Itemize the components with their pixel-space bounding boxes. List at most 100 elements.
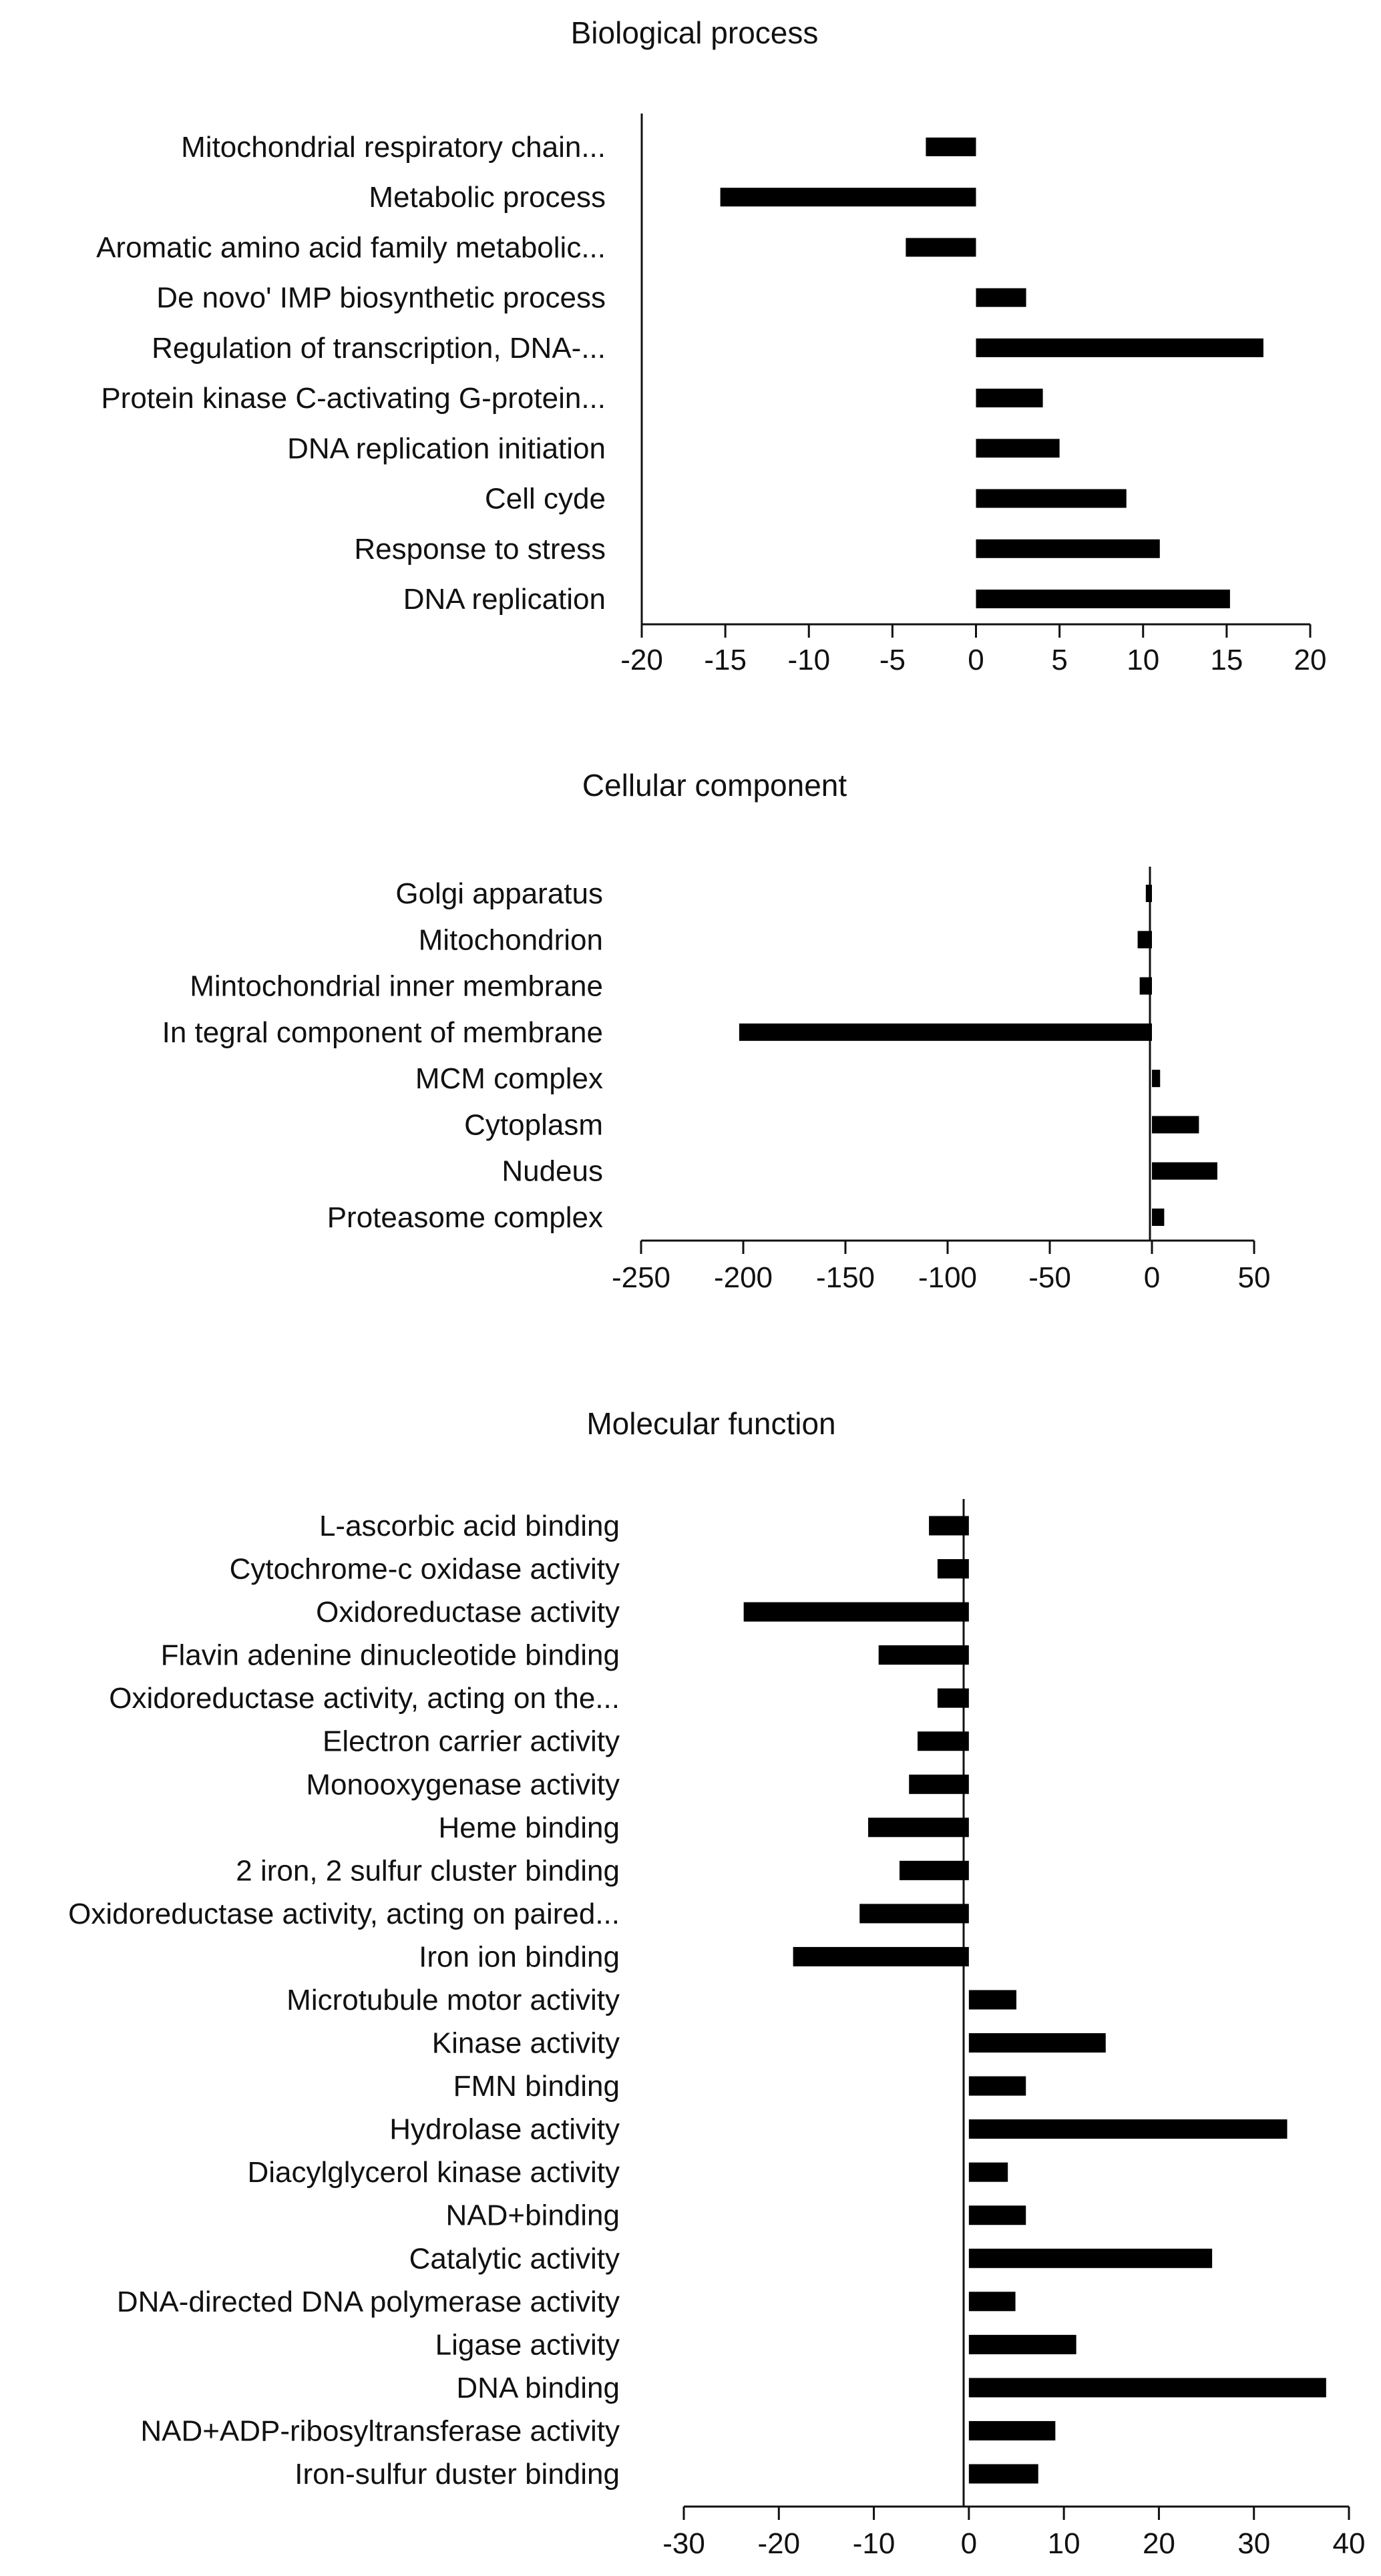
molecular-function-bar xyxy=(968,2420,1056,2440)
molecular-function-panel: Molecular function L-ascorbic acid bindi… xyxy=(68,1406,1365,2560)
molecular-function-bar xyxy=(968,2334,1076,2354)
cellular-component-category-label: In tegral component of membrane xyxy=(162,1016,603,1049)
biological-process-bar xyxy=(976,539,1160,558)
molecular-function-bar xyxy=(918,1731,969,1751)
biological-process-title: Biological process xyxy=(571,15,819,50)
molecular-function-ticks: -30 -20 -10 0 10 20 30 40 xyxy=(662,2507,1365,2560)
molecular-function-tick-label: -30 xyxy=(662,2527,705,2560)
molecular-function-category-label: Microtubule motor activity xyxy=(286,1984,620,2016)
molecular-function-category-label: Cytochrome-c oxidase activity xyxy=(230,1553,620,1586)
biological-process-bar xyxy=(926,138,976,156)
molecular-function-category-label: Oxidoreductase activity, acting on the..… xyxy=(109,1682,620,1715)
biological-process-bar xyxy=(720,188,976,207)
cellular-component-tick-label: -100 xyxy=(918,1261,977,1294)
molecular-function-bar xyxy=(968,2119,1288,2139)
cellular-component-category-label: Proteasome complex xyxy=(327,1201,603,1234)
biological-process-category-label: Protein kinase C-activating G-protein... xyxy=(101,382,606,415)
cellular-component-tick-label: -50 xyxy=(1028,1261,1071,1294)
molecular-function-category-label: Oxidoreductase activity xyxy=(316,1596,620,1629)
biological-process-category-label: De novo' IMP biosynthetic process xyxy=(156,282,606,314)
biological-process-category-label: Response to stress xyxy=(354,533,606,566)
molecular-function-bar xyxy=(968,2162,1008,2182)
molecular-function-bar xyxy=(968,2248,1213,2268)
molecular-function-bar xyxy=(968,2464,1038,2484)
molecular-function-bar xyxy=(968,2205,1026,2225)
molecular-function-tick-label: 40 xyxy=(1333,2527,1366,2560)
cellular-component-tick-label: 50 xyxy=(1238,1261,1271,1294)
molecular-function-category-label: Monooxygenase activity xyxy=(306,1768,620,1801)
cellular-component-bar xyxy=(1152,1209,1165,1226)
cellular-component-title: Cellular component xyxy=(582,768,847,803)
biological-process-bar xyxy=(976,338,1263,357)
molecular-function-category-label: FMN binding xyxy=(453,2070,620,2103)
molecular-function-category-label: NAD+ADP-ribosyltransferase activity xyxy=(140,2414,620,2447)
biological-process-category-label: Mitochondrial respiratory chain... xyxy=(181,131,606,164)
biological-process-bar xyxy=(906,238,976,257)
cellular-component-bars xyxy=(739,885,1217,1226)
biological-process-tick-label: -20 xyxy=(620,644,663,676)
biological-process-bars xyxy=(720,138,1263,608)
molecular-function-bar xyxy=(968,2378,1326,2398)
molecular-function-tick-label: -10 xyxy=(853,2527,896,2560)
cellular-component-category-label: Mintochondrial inner membrane xyxy=(190,970,603,1003)
molecular-function-bar xyxy=(929,1516,969,1536)
molecular-function-category-label: NAD+binding xyxy=(446,2199,620,2232)
biological-process-category-labels: Mitochondrial respiratory chain... Metabo… xyxy=(96,131,606,616)
molecular-function-category-label: DNA binding xyxy=(456,2372,620,2404)
molecular-function-category-label: DNA-directed DNA polymerase activity xyxy=(117,2286,620,2318)
molecular-function-title: Molecular function xyxy=(586,1406,835,1441)
biological-process-tick-label: -10 xyxy=(787,644,830,676)
biological-process-category-label: DNA replication xyxy=(403,583,606,616)
molecular-function-tick-label: 30 xyxy=(1237,2527,1270,2560)
biological-process-bar xyxy=(976,439,1060,458)
cellular-component-category-label: Mitochondrion xyxy=(419,923,603,956)
cellular-component-bar xyxy=(1152,1116,1199,1134)
cellular-component-bar xyxy=(1152,1070,1161,1088)
molecular-function-bars xyxy=(743,1516,1326,2484)
molecular-function-bar xyxy=(968,2292,1016,2312)
biological-process-category-label: Regulation of transcription, DNA-... xyxy=(152,332,606,365)
molecular-function-bar xyxy=(937,1688,969,1708)
molecular-function-category-label: 2 iron, 2 sulfur cluster binding xyxy=(236,1854,620,1887)
biological-process-tick-label: 10 xyxy=(1127,644,1159,676)
cellular-component-category-label: Golgi apparatus xyxy=(395,877,603,910)
cellular-component-tick-label: -150 xyxy=(816,1261,875,1294)
molecular-function-category-label: Ligase activity xyxy=(435,2328,620,2361)
molecular-function-category-labels: L-ascorbic acid binding Cytochrome-c oxid… xyxy=(68,1510,620,2491)
biological-process-bar xyxy=(976,590,1230,608)
biological-process-tick-label: 15 xyxy=(1210,644,1243,676)
cellular-component-ticks: -250 -200 -150 -100 -50 0 50 xyxy=(612,1241,1271,1294)
molecular-function-category-label: Heme binding xyxy=(439,1811,620,1844)
cellular-component-tick-label: 0 xyxy=(1144,1261,1160,1294)
cellular-component-category-label: Cytoplasm xyxy=(464,1108,603,1141)
biological-process-bar xyxy=(976,489,1127,508)
molecular-function-category-label: Iron ion binding xyxy=(419,1940,620,1973)
biological-process-bar xyxy=(976,288,1026,307)
cellular-component-tick-label: -200 xyxy=(714,1261,773,1294)
cellular-component-bar xyxy=(1139,977,1152,995)
molecular-function-category-label: Flavin adenine dinucleotide binding xyxy=(161,1639,620,1672)
molecular-function-bar xyxy=(743,1602,969,1622)
molecular-function-category-label: Iron-sulfur duster binding xyxy=(294,2458,620,2491)
molecular-function-bar xyxy=(899,1860,969,1880)
molecular-function-bar xyxy=(793,1946,969,1966)
biological-process-tick-label: -5 xyxy=(879,644,906,676)
cellular-component-bar xyxy=(1137,931,1152,949)
biological-process-tick-label: 0 xyxy=(968,644,984,676)
biological-process-bar xyxy=(976,389,1043,408)
molecular-function-category-label: Kinase activity xyxy=(432,2027,620,2060)
cellular-component-category-label: Nudeus xyxy=(502,1155,603,1188)
molecular-function-bar xyxy=(968,2076,1026,2096)
biological-process-category-label: Aromatic amino acid family metabolic... xyxy=(96,231,606,264)
molecular-function-tick-label: 10 xyxy=(1048,2527,1080,2560)
molecular-function-bar xyxy=(937,1559,969,1579)
molecular-function-category-label: Catalytic activity xyxy=(409,2242,620,2275)
molecular-function-bar xyxy=(968,1990,1016,2010)
biological-process-ticks: -20 -15 -10 -5 0 5 10 15 20 xyxy=(620,624,1326,676)
biological-process-panel: Biological process Mitochondrial respira… xyxy=(96,15,1326,676)
molecular-function-category-label: Diacylglycerol kinase activity xyxy=(247,2156,620,2189)
molecular-function-category-label: Electron carrier activity xyxy=(323,1725,620,1758)
cellular-component-tick-label: -250 xyxy=(612,1261,670,1294)
molecular-function-bar xyxy=(909,1774,969,1794)
